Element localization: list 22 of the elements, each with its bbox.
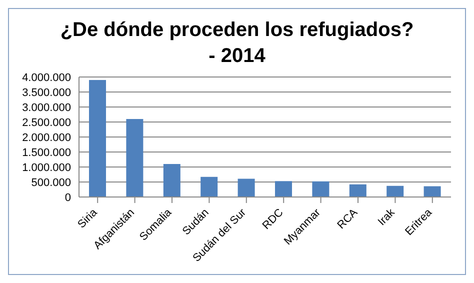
bar (89, 80, 106, 197)
bar (312, 181, 330, 197)
bar (238, 178, 255, 197)
bar (275, 181, 292, 197)
bar (163, 164, 180, 197)
y-tick-label: 2.500.000 (22, 116, 71, 129)
y-tick-label: 1.000.000 (22, 162, 71, 174)
y-tick-label: 3.000.000 (22, 102, 71, 114)
y-tick-label: 4.000.000 (22, 72, 71, 84)
bar (126, 119, 144, 197)
y-tick-label: 1.500.000 (22, 146, 71, 159)
bar (349, 184, 366, 197)
y-tick-label: 0 (64, 192, 71, 204)
y-tick-label: 500.000 (31, 176, 71, 189)
bar (200, 176, 218, 197)
y-tick-label: 2.000.000 (22, 132, 71, 144)
y-tick-label: 3.500.000 (22, 86, 71, 99)
bar (386, 186, 404, 197)
x-tick-label: Siria (76, 206, 100, 231)
bar (424, 186, 441, 197)
chart-title: ¿De dónde proceden los refugiados? - 2014 (59, 18, 415, 69)
x-tick-label: Irak (376, 206, 398, 228)
